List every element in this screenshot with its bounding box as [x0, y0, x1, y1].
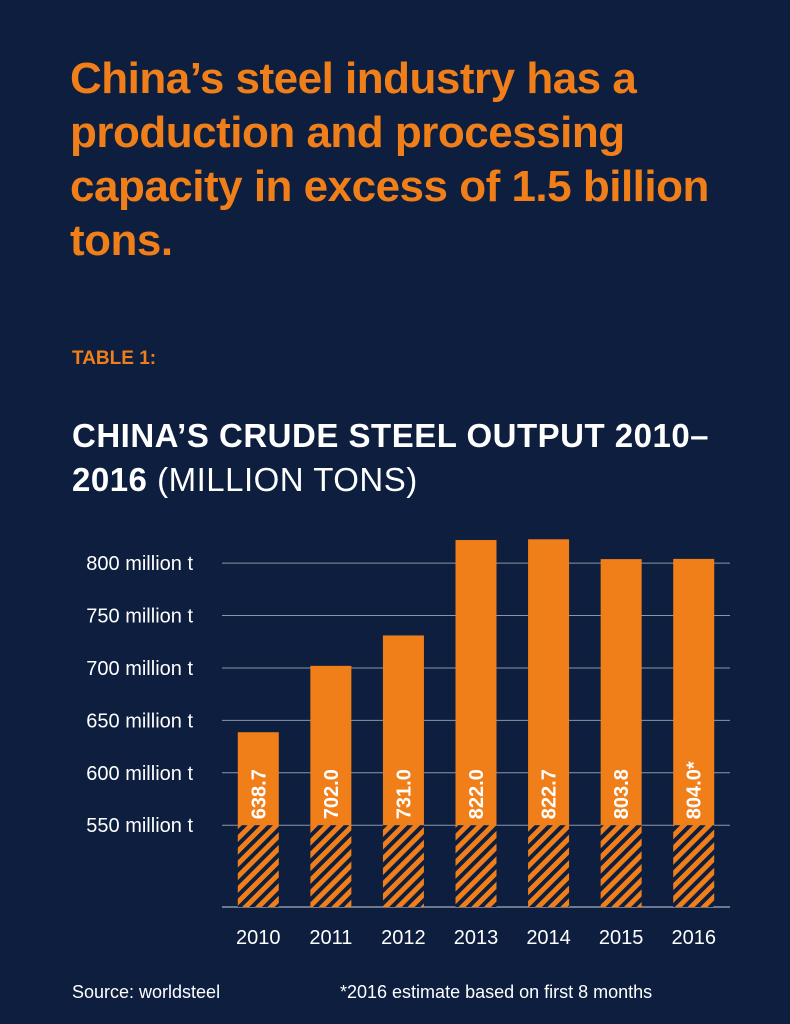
data-labels: 638.7 702.0 731.0 822.0 822.7 803.8 804.0*	[248, 761, 705, 819]
data-label: 803.8	[611, 769, 633, 819]
chart-title-unit: (MILLION TONS)	[157, 461, 418, 498]
bar-hatched-2016	[673, 825, 715, 907]
bar-2013	[455, 540, 497, 826]
bar-hatched-2010	[237, 825, 279, 907]
bar-hatched-2013	[455, 825, 497, 907]
x-tick-label: 2011	[309, 927, 352, 949]
data-label: 731.0	[393, 769, 415, 819]
source-note: Source: worldsteel	[72, 982, 221, 1002]
bar-2012	[382, 635, 424, 826]
y-tick-label: 800 million t	[86, 553, 193, 575]
estimate-note: *2016 estimate based on first 8 months	[340, 982, 653, 1002]
x-tick-label: 2014	[526, 927, 571, 949]
data-label: 822.7	[539, 769, 561, 819]
bars	[237, 539, 715, 907]
bar-hatched-2014	[528, 825, 570, 907]
data-label: 822.0	[466, 769, 488, 819]
y-tick-label: 550 million t	[86, 815, 193, 837]
x-tick-label: 2013	[454, 927, 499, 949]
y-tick-label: 650 million t	[86, 710, 193, 732]
bar-2014	[528, 539, 570, 826]
x-axis-ticks: 2010 2011 2012 2013 2014 2015 2016	[236, 927, 716, 949]
bar-2010	[237, 732, 279, 826]
x-tick-label: 2012	[381, 927, 426, 949]
data-label: 804.0*	[684, 761, 706, 819]
chart-title-main: CHINA’S CRUDE STEEL OUTPUT 2010–2016	[72, 417, 710, 498]
bar-2016	[673, 558, 715, 826]
y-axis-ticks: 550 million t 600 million t 650 million t 7…	[86, 553, 193, 837]
bar-hatched-2011	[310, 825, 352, 907]
bar-2015	[600, 559, 642, 826]
chart-title: CHINA’S CRUDE STEEL OUTPUT 2010–2016 (MI…	[72, 414, 752, 502]
x-tick-label: 2016	[671, 927, 716, 949]
bar-hatched-2015	[600, 825, 642, 907]
bar-chart: 550 million t 600 million t 650 million t 7…	[86, 539, 730, 949]
y-tick-label: 750 million t	[86, 606, 193, 628]
bar-hatched-2012	[382, 825, 424, 907]
x-tick-label: 2015	[599, 927, 644, 949]
data-label: 638.7	[248, 769, 270, 819]
y-tick-label: 700 million t	[86, 658, 193, 680]
headline: China’s steel industry has a production …	[70, 54, 709, 265]
data-label: 702.0	[321, 769, 343, 819]
bar-2011	[310, 665, 352, 826]
table-label: TABLE 1:	[72, 348, 157, 369]
y-tick-label: 600 million t	[86, 763, 193, 785]
x-tick-label: 2010	[236, 927, 281, 949]
